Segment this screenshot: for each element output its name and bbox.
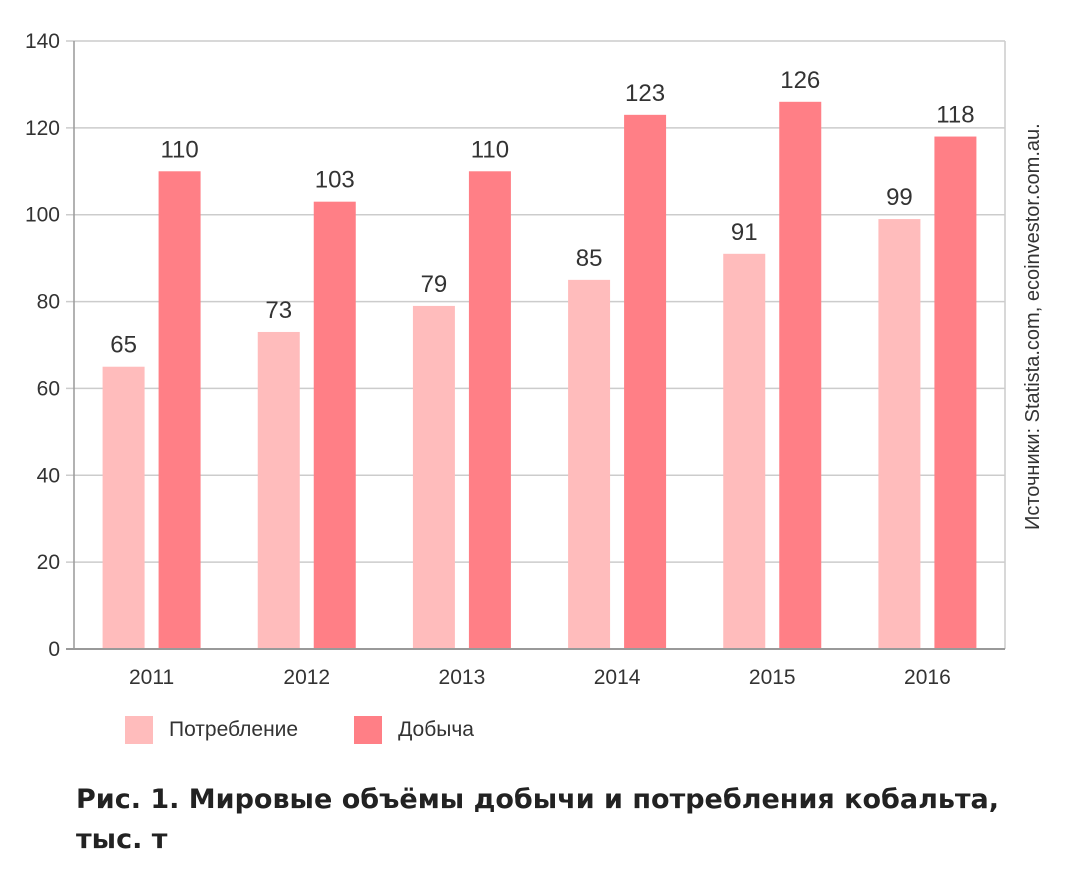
grid-layer xyxy=(66,40,1005,650)
legend: Потребление Добыча xyxy=(125,716,530,744)
bar-consumption-2012 xyxy=(257,331,300,649)
y-tick-label: 80 xyxy=(37,291,60,314)
y-tick-label: 60 xyxy=(37,377,60,400)
data-label-production: 118 xyxy=(936,102,974,129)
data-label-production: 110 xyxy=(471,136,509,163)
figure-caption: Рис. 1. Мировые объёмы добычи и потребле… xyxy=(76,784,1000,855)
y-tick-label: 120 xyxy=(25,117,60,140)
bar-chart: 65 110 73 103 79 110 85 123 91 126 99 118 0 20 40 60 80… xyxy=(25,30,1044,689)
legend-item-production: Добыча xyxy=(354,716,474,744)
x-tick-label: 2015 xyxy=(749,666,796,689)
bar-consumption-2014 xyxy=(568,279,611,649)
x-tick-label: 2013 xyxy=(439,666,486,689)
bar-production-2014 xyxy=(624,114,667,650)
legend-swatch-consumption xyxy=(125,716,153,744)
legend-label-production: Добыча xyxy=(398,718,474,741)
x-tick-label: 2016 xyxy=(904,666,951,689)
bar-consumption-2016 xyxy=(878,219,921,650)
legend-label-consumption: Потребление xyxy=(169,718,299,741)
data-label-production: 126 xyxy=(780,67,820,94)
data-label-consumption: 65 xyxy=(110,332,137,359)
data-label-production: 103 xyxy=(315,167,355,194)
data-label-consumption: 99 xyxy=(886,184,913,211)
data-label-consumption: 91 xyxy=(731,219,758,246)
labels-layer: 65 110 73 103 79 110 85 123 91 126 99 118 xyxy=(110,67,974,359)
data-label-consumption: 85 xyxy=(576,245,603,272)
bar-consumption-2011 xyxy=(102,366,145,649)
x-tick-label: 2012 xyxy=(283,666,330,689)
bar-production-2011 xyxy=(158,171,201,650)
y-tick-label: 0 xyxy=(48,638,60,661)
data-label-consumption: 73 xyxy=(265,297,292,324)
bar-production-2016 xyxy=(934,136,977,650)
y-tick-label: 100 xyxy=(25,204,60,227)
bar-production-2015 xyxy=(779,101,822,650)
bar-consumption-2013 xyxy=(412,305,455,649)
bar-production-2013 xyxy=(468,171,511,650)
x-tick-label: 2014 xyxy=(594,666,641,689)
y-tick-label: 20 xyxy=(37,551,60,574)
y-tick-label: 140 xyxy=(25,30,60,53)
y-tick-label: 40 xyxy=(37,464,60,487)
source-note: Источники: Statista.com, ecoinvestor.com… xyxy=(1022,123,1044,530)
legend-item-consumption: Потребление xyxy=(125,716,298,744)
data-label-production: 123 xyxy=(625,80,665,107)
bars-layer xyxy=(102,101,977,650)
axis-layer: 0 20 40 60 80 100 120 140 2011 2012 2013 2014 2015 20… xyxy=(25,30,1006,689)
bar-consumption-2015 xyxy=(723,253,766,650)
legend-swatch-production xyxy=(354,716,383,744)
bar-production-2012 xyxy=(313,201,356,649)
x-tick-label: 2011 xyxy=(129,666,174,689)
data-label-consumption: 79 xyxy=(421,271,448,298)
data-label-production: 110 xyxy=(160,136,198,163)
